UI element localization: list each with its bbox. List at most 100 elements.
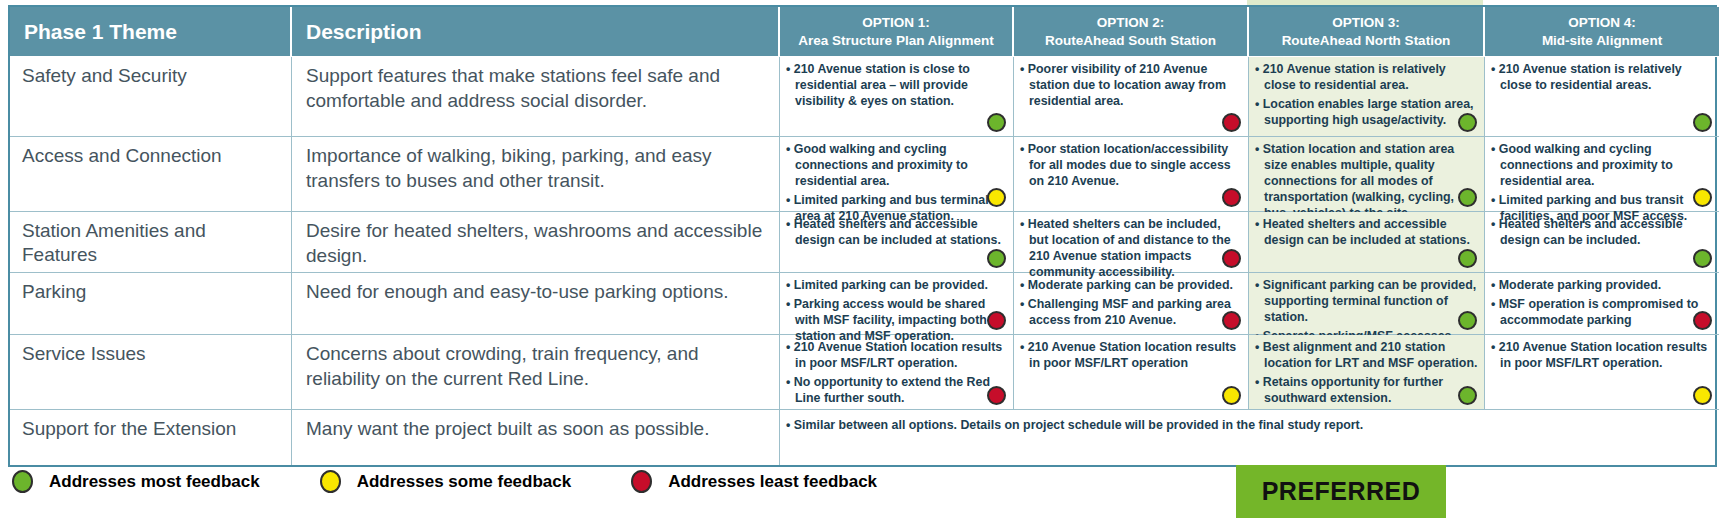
merged-options-cell: Similar between all options. Details on … <box>780 410 1719 465</box>
green-rating-dot-icon <box>1458 113 1477 132</box>
rating-legend: Addresses most feedback Addresses some fe… <box>12 470 937 493</box>
header-option-1: OPTION 1:Area Structure Plan Alignment <box>780 7 1014 57</box>
bullet-item: 210 Avenue Station location results in p… <box>1491 340 1714 372</box>
option-1-cell: 210 Avenue station is close to residenti… <box>780 57 1014 137</box>
bullet-item: Best alignment and 210 station location … <box>1255 340 1479 372</box>
option-2-cell: Poor station location/accessibility for … <box>1014 137 1249 212</box>
yellow-rating-dot-icon <box>1693 188 1712 207</box>
option-3-cell: 210 Avenue station is relatively close t… <box>1249 57 1485 137</box>
option-3-cell: Station location and station area size e… <box>1249 137 1485 212</box>
red-rating-dot-icon <box>1693 311 1712 330</box>
legend-label: Addresses most feedback <box>49 472 260 492</box>
option-2-cell: Heated shelters can be included, but loc… <box>1014 212 1249 273</box>
bullet-item: Heated shelters and accessible design ca… <box>1255 217 1479 249</box>
theme-cell: Station Amenities and Features <box>10 212 292 273</box>
option-3-name-line2: RouteAhead North Station <box>1282 32 1451 50</box>
bullet-item: No opportunity to extend the Red Line fu… <box>786 375 1008 407</box>
option-4-label-line1: OPTION 4: <box>1568 14 1636 32</box>
bullet-item: Moderate parking can be provided. <box>1020 278 1243 294</box>
red-rating-dot-icon <box>1222 188 1241 207</box>
option-1-cell: 210 Avenue Station location results in p… <box>780 335 1014 410</box>
green-rating-dot-icon <box>1458 188 1477 207</box>
bullet-item: Location enables large station area, sup… <box>1255 97 1479 129</box>
option-3-label-line1: OPTION 3: <box>1332 14 1400 32</box>
bullet-item: Heated shelters and accessible design ca… <box>1491 217 1714 249</box>
option-4-name-line2: Mid-site Alignment <box>1542 32 1662 50</box>
bullet-item: Moderate parking provided. <box>1491 278 1714 294</box>
bullet-item: Similar between all options. Details on … <box>786 417 1386 433</box>
header-phase1-theme: Phase 1 Theme <box>10 7 292 57</box>
description-cell: Need for enough and easy-to-use parking … <box>292 273 780 335</box>
description-cell: Importance of walking, biking, parking, … <box>292 137 780 212</box>
green-rating-dot-icon <box>987 113 1006 132</box>
bullet-item: 210 Avenue Station location results in p… <box>786 340 1008 372</box>
description-cell: Concerns about crowding, train frequency… <box>292 335 780 410</box>
option-2-cell: Moderate parking can be provided. Challen… <box>1014 273 1249 335</box>
red-rating-dot-icon <box>987 386 1006 405</box>
yellow-rating-dot-icon <box>1693 386 1712 405</box>
description-cell: Desire for heated shelters, washrooms an… <box>292 212 780 273</box>
bullet-item: 210 Avenue station is close to residenti… <box>786 62 1008 110</box>
red-legend-dot-icon <box>631 470 652 493</box>
theme-cell: Access and Connection <box>10 137 292 212</box>
option-4-cell: 210 Avenue station is relatively close t… <box>1485 57 1719 137</box>
header-option-2: OPTION 2:RouteAhead South Station <box>1014 7 1249 57</box>
yellow-rating-dot-icon <box>1222 386 1241 405</box>
legend-item-green: Addresses most feedback <box>12 470 260 493</box>
bullet-item: 210 Avenue station is relatively close t… <box>1255 62 1479 94</box>
option-3-cell: Best alignment and 210 station location … <box>1249 335 1485 410</box>
bullet-item: MSF operation is compromised to accommod… <box>1491 297 1714 329</box>
theme-cell: Support for the Extension <box>10 410 292 465</box>
option-3-cell: Heated shelters and accessible design ca… <box>1249 212 1485 273</box>
option-2-label-line1: OPTION 2: <box>1097 14 1165 32</box>
option-4-cell: Good walking and cycling connections and… <box>1485 137 1719 212</box>
yellow-rating-dot-icon <box>987 188 1006 207</box>
preferred-banner: PREFERRED <box>1236 465 1446 518</box>
bullet-item: Significant parking can be provided, sup… <box>1255 278 1479 326</box>
bullet-item: 210 Avenue Station location results in p… <box>1020 340 1243 372</box>
option-4-cell: Heated shelters and accessible design ca… <box>1485 212 1719 273</box>
bullet-item: Poor station location/accessibility for … <box>1020 142 1243 190</box>
green-rating-dot-icon <box>1693 113 1712 132</box>
red-rating-dot-icon <box>987 311 1006 330</box>
bullet-item: Challenging MSF and parking area access … <box>1020 297 1243 329</box>
bullet-item: Poorer visibility of 210 Avenue station … <box>1020 62 1243 110</box>
header-option-4: OPTION 4:Mid-site Alignment <box>1485 7 1719 57</box>
merged-cell-text: Similar between all options. Details on … <box>786 417 1386 433</box>
comparison-table: Phase 1 ThemeDescriptionOPTION 1:Area St… <box>8 5 1717 467</box>
bullet-item: Retains opportunity for further southwar… <box>1255 375 1479 407</box>
red-rating-dot-icon <box>1222 249 1241 268</box>
option-2-name-line2: RouteAhead South Station <box>1045 32 1216 50</box>
description-cell: Support features that make stations feel… <box>292 57 780 137</box>
option-2-cell: Poorer visibility of 210 Avenue station … <box>1014 57 1249 137</box>
option-2-cell: 210 Avenue Station location results in p… <box>1014 335 1249 410</box>
bullet-item: Good walking and cycling connections and… <box>786 142 1008 190</box>
legend-item-yellow: Addresses some feedback <box>320 470 572 493</box>
green-legend-dot-icon <box>12 470 33 493</box>
option-1-name-line2: Area Structure Plan Alignment <box>798 32 993 50</box>
bullet-item: Heated shelters and accessible design ca… <box>786 217 1008 249</box>
bullet-item: Heated shelters can be included, but loc… <box>1020 217 1243 281</box>
header-description: Description <box>292 7 780 57</box>
option-1-label-line1: OPTION 1: <box>862 14 930 32</box>
option-4-cell: 210 Avenue Station location results in p… <box>1485 335 1719 410</box>
theme-cell: Safety and Security <box>10 57 292 137</box>
option-4-cell: Moderate parking provided. MSF operation … <box>1485 273 1719 335</box>
option-1-cell: Limited parking can be provided.Parking … <box>780 273 1014 335</box>
green-rating-dot-icon <box>1458 386 1477 405</box>
green-rating-dot-icon <box>1693 249 1712 268</box>
theme-cell: Service Issues <box>10 335 292 410</box>
bullet-item: Station location and station area size e… <box>1255 142 1479 221</box>
option-1-cell: Good walking and cycling connections and… <box>780 137 1014 212</box>
option-3-cell: Significant parking can be provided, sup… <box>1249 273 1485 335</box>
red-rating-dot-icon <box>1222 311 1241 330</box>
legend-item-red: Addresses least feedback <box>631 470 877 493</box>
bullet-item: Good walking and cycling connections and… <box>1491 142 1714 190</box>
green-rating-dot-icon <box>1458 311 1477 330</box>
green-rating-dot-icon <box>1458 249 1477 268</box>
theme-cell: Parking <box>10 273 292 335</box>
options-comparison-infographic: Phase 1 ThemeDescriptionOPTION 1:Area St… <box>0 0 1724 523</box>
yellow-legend-dot-icon <box>320 470 341 493</box>
bullet-item: Limited parking can be provided. <box>786 278 1008 294</box>
green-rating-dot-icon <box>987 249 1006 268</box>
